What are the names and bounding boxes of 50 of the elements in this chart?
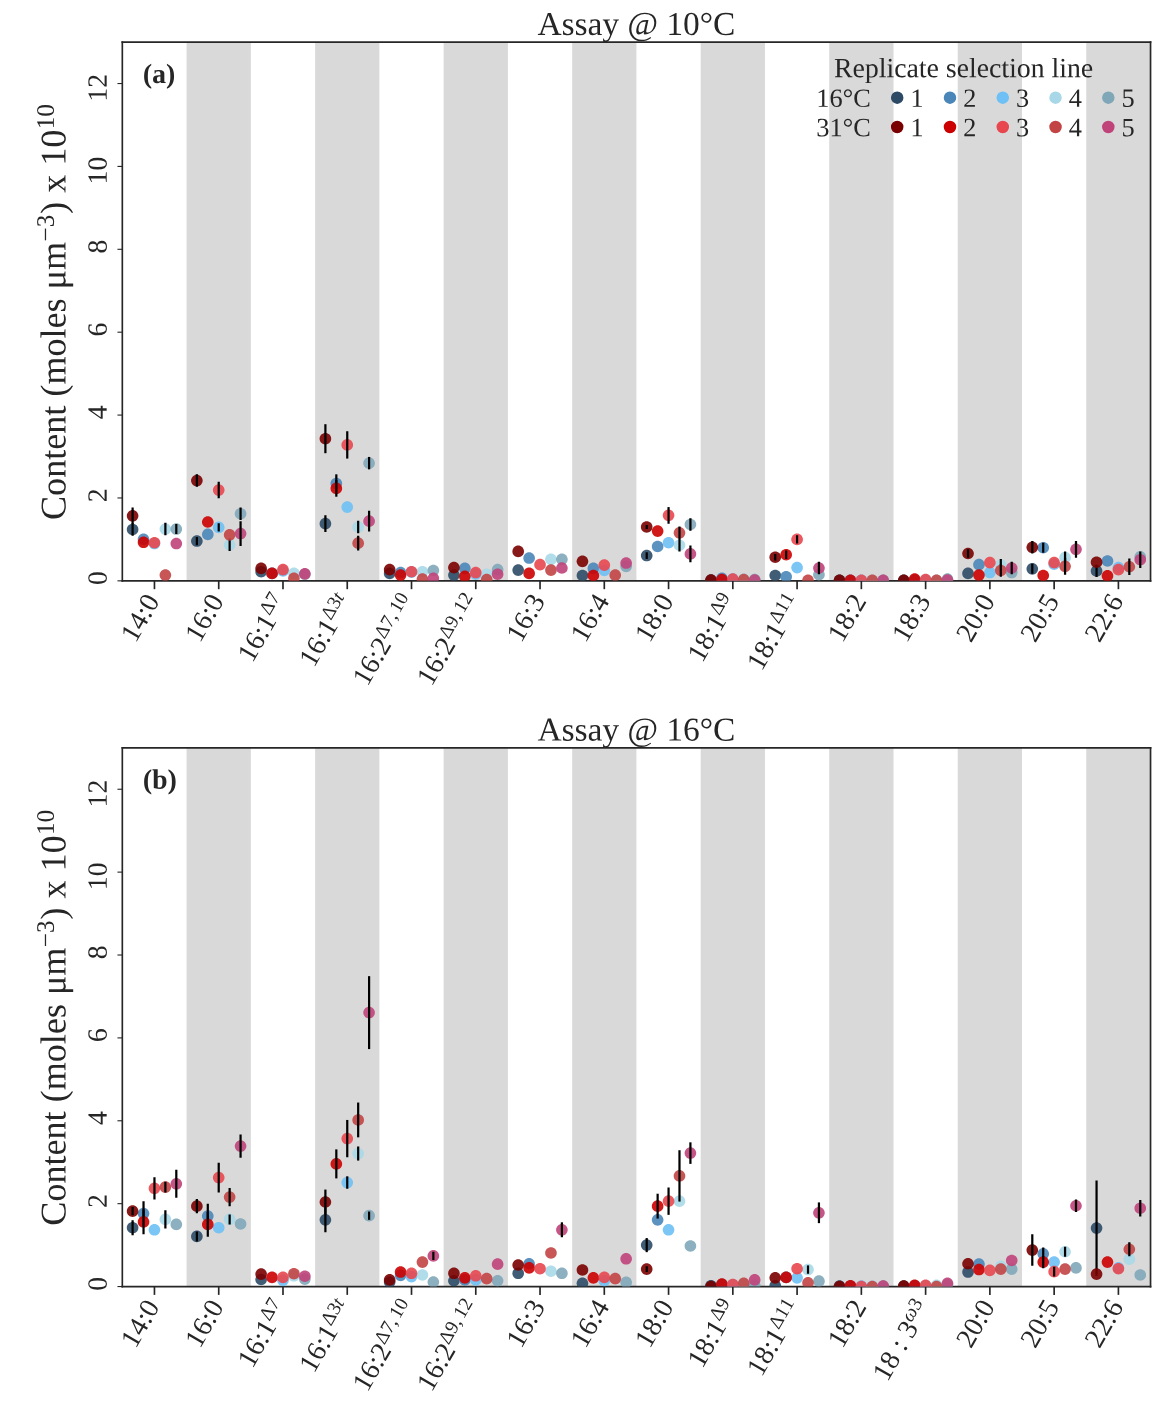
y-tick-label: 8 bbox=[88, 240, 107, 253]
y-tick-label: 2 bbox=[88, 1195, 107, 1207]
x-tick-label: 16:0 bbox=[185, 1298, 225, 1348]
y-axis-title: Content (moles μm$^{−3}$) x 10$^{10}$ bbox=[37, 810, 74, 1225]
chart-title: Assay @ 10°C bbox=[537, 12, 734, 43]
legend-label: 3 bbox=[1017, 89, 1029, 108]
legend-label: 1 bbox=[912, 118, 923, 137]
y-tick-label: 0 bbox=[88, 1277, 107, 1290]
legend-label: 1 bbox=[912, 89, 923, 107]
x-tick-label: 16:0 bbox=[185, 592, 225, 642]
legend-label: 5 bbox=[1123, 118, 1134, 137]
x-tick-label: 16:1$^{Δ7}$ bbox=[234, 590, 289, 662]
legend-label: 2 bbox=[964, 118, 975, 137]
y-tick-label: 0 bbox=[88, 572, 107, 585]
y-tick-label: 6 bbox=[88, 1029, 107, 1041]
y-tick-label: 10 bbox=[88, 157, 107, 183]
legend-label: 2 bbox=[964, 89, 975, 107]
x-tick-label: 14:0 bbox=[120, 1298, 161, 1348]
y-tick-label: 2 bbox=[88, 489, 107, 501]
legend-label: 4 bbox=[1069, 118, 1082, 137]
annotation: (a) bbox=[144, 63, 175, 89]
y-tick-label: 6 bbox=[88, 323, 107, 336]
y-tick-label: 4 bbox=[88, 1111, 107, 1125]
x-tick-label: 18:1$^{Δ11}$ bbox=[743, 591, 803, 671]
x-tick-label: 18:2 bbox=[827, 592, 867, 642]
y-tick-label: 12 bbox=[88, 781, 107, 805]
y-axis-title: Content (moles μm$^{−3}$) x 10$^{10}$ bbox=[37, 105, 74, 519]
x-tick-label: 18:1$^{Δ9}$ bbox=[684, 591, 739, 662]
legend-label: 3 bbox=[1017, 118, 1029, 137]
annotation: 31°C bbox=[817, 118, 870, 137]
y-tick-label: 8 bbox=[88, 946, 107, 959]
x-tick-label: 14:0 bbox=[120, 592, 161, 642]
x-tick-label: 18:1$^{Δ9}$ bbox=[684, 1296, 739, 1368]
annotation: (b) bbox=[144, 769, 176, 795]
x-tick-label: 18:0 bbox=[634, 592, 675, 642]
chart-title: Assay @ 16°C bbox=[537, 718, 734, 748]
legend-label: 5 bbox=[1123, 89, 1134, 108]
x-tick-label: 18:0 bbox=[634, 1298, 675, 1348]
annotation: 16°C bbox=[818, 89, 870, 108]
y-tick-label: 4 bbox=[88, 405, 107, 419]
legend-title: Replicate selection line bbox=[834, 57, 1093, 84]
y-tick-label: 10 bbox=[88, 863, 107, 888]
x-tick-label: 18 : 3$^{ω3}$ bbox=[869, 1296, 931, 1381]
x-tick-label: 16:3 bbox=[506, 1298, 546, 1348]
legend-label: 4 bbox=[1069, 89, 1082, 107]
x-tick-label: 18:1$^{Δ11}$ bbox=[743, 1297, 803, 1376]
x-tick-label: 16:1$^{Δ7}$ bbox=[234, 1296, 289, 1368]
y-tick-label: 12 bbox=[88, 75, 107, 100]
x-tick-label: 16:4 bbox=[570, 1297, 611, 1348]
x-tick-label: 18:2 bbox=[827, 1298, 867, 1348]
